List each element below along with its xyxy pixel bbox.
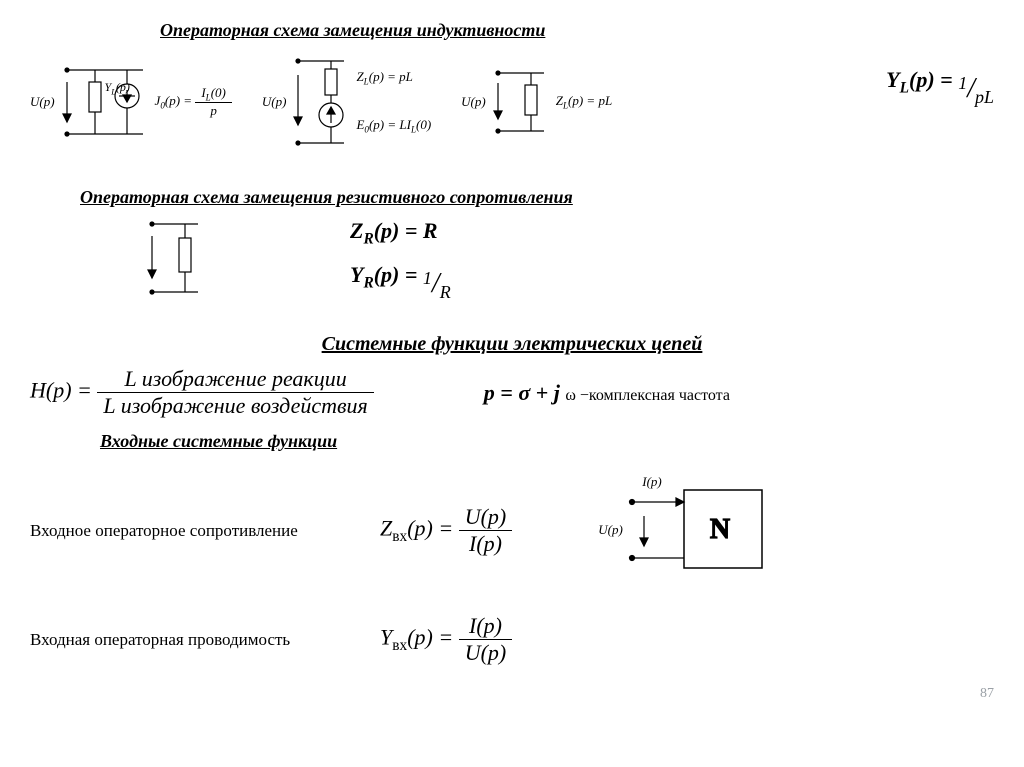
text-zin: Входное операторное сопротивление xyxy=(30,521,360,541)
e0-eq: E0(p) = LIL(0) xyxy=(356,117,431,135)
zvx-eq: Zвх(p) = U(p) I(p) xyxy=(380,504,512,557)
page-number: 87 xyxy=(30,686,994,702)
yl-label: YL(p) xyxy=(105,80,130,94)
net-i-label: I(p) xyxy=(642,474,662,490)
p-eq: p = σ + j ω −комплексная частота xyxy=(484,380,730,406)
u-label: U(p) xyxy=(30,94,55,110)
svg-text:N: N xyxy=(710,514,730,545)
zl-eq-1: ZL(p) = pL xyxy=(356,69,431,87)
n-block: N I(p) U(p) xyxy=(592,468,772,593)
heading-resistance: Операторная схема замещения резистивного… xyxy=(80,187,573,207)
heading-system-functions: Системные функции электрических цепей xyxy=(30,333,994,356)
yvx-eq: Yвх(p) = I(p) U(p) xyxy=(380,613,512,666)
net-u-label: U(p) xyxy=(598,522,623,538)
yl-formula: YL(p) = 1/pL xyxy=(886,67,994,108)
u-label-3: U(p) xyxy=(461,94,486,110)
circuit-2: U(p) ZL(p) = pL E0(p) = LIL(0) xyxy=(262,47,431,157)
heading-inductance: Операторная схема замещения индуктивност… xyxy=(160,20,545,40)
circuit-1: U(p) YL(p) J0(p) = IL(0) p xyxy=(30,52,232,152)
j0-frac: IL(0) p xyxy=(195,85,232,120)
zl-eq-2: ZL(p) = pL xyxy=(556,93,612,111)
u-label-2: U(p) xyxy=(262,94,287,110)
circuit-3: U(p) ZL(p) = pL xyxy=(461,57,612,147)
j0-label: J0(p) = xyxy=(155,93,193,108)
circuit-r xyxy=(140,208,210,313)
text-yin: Входная операторная проводимость xyxy=(30,630,360,650)
h-eq: H(p) = L изображение реакции L изображен… xyxy=(30,366,374,419)
zr-eq: ZR(p) = R xyxy=(350,218,451,248)
yr-eq: YR(p) = 1/R xyxy=(350,262,451,303)
heading-input-functions: Входные системные функции xyxy=(100,431,337,451)
